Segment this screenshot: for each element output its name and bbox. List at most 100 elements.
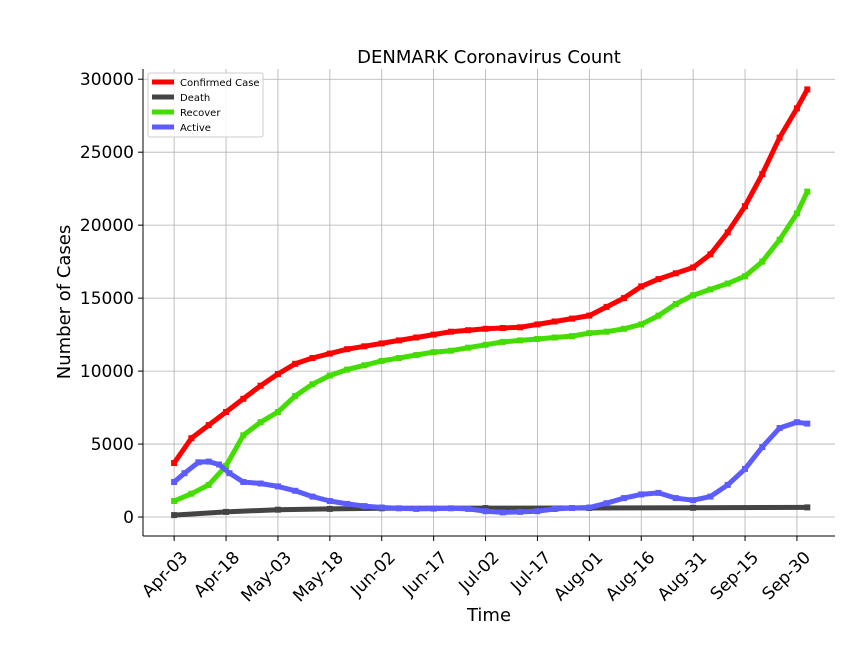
data-point — [482, 508, 489, 515]
data-point — [776, 236, 783, 243]
y-tick-label: 30000 — [80, 70, 134, 90]
data-point — [551, 318, 558, 325]
x-tick-label: Aug-31 — [654, 548, 711, 605]
data-point — [257, 480, 264, 487]
data-point — [569, 333, 575, 340]
x-tick-label: Apr-18 — [190, 548, 244, 602]
data-point — [672, 495, 679, 502]
data-point — [690, 497, 697, 504]
data-point — [638, 491, 645, 498]
series-line-recover — [171, 189, 810, 504]
data-point — [274, 409, 281, 415]
data-point — [534, 508, 541, 515]
x-tick-label: May-03 — [238, 548, 296, 606]
data-point — [603, 500, 610, 507]
data-point — [430, 505, 437, 512]
data-point — [447, 328, 454, 335]
x-tick-label: Aug-01 — [550, 548, 607, 605]
data-point — [378, 504, 385, 511]
data-point — [690, 292, 697, 299]
data-point — [569, 505, 575, 511]
data-point — [257, 382, 264, 389]
y-tick-label: 10000 — [80, 362, 134, 382]
data-point — [326, 350, 333, 357]
data-point — [465, 327, 472, 334]
data-point — [274, 506, 281, 513]
data-point — [603, 328, 610, 335]
data-point — [724, 481, 731, 488]
y-tick-label: 25000 — [80, 143, 134, 163]
data-point — [188, 435, 195, 442]
axes — [142, 69, 835, 537]
data-point — [517, 337, 524, 344]
data-point — [793, 210, 800, 217]
data-point — [223, 508, 229, 515]
x-tick-label: Jul-02 — [455, 548, 504, 597]
data-point — [326, 498, 333, 504]
data-point — [413, 334, 420, 341]
data-point — [309, 493, 316, 500]
data-point — [534, 336, 541, 342]
data-point — [804, 86, 811, 93]
data-point — [759, 171, 766, 178]
data-point — [655, 276, 662, 283]
legend-box — [147, 72, 264, 138]
data-point — [240, 479, 247, 485]
data-point — [707, 251, 714, 258]
data-point — [226, 470, 233, 477]
data-point — [776, 425, 783, 431]
data-point — [326, 505, 333, 512]
data-point — [292, 392, 299, 399]
data-point — [309, 381, 316, 388]
data-point — [447, 347, 454, 354]
data-point — [447, 505, 454, 512]
data-point — [171, 512, 178, 519]
data-point — [499, 338, 506, 345]
data-point — [793, 105, 800, 112]
y-tick-label: 0 — [123, 508, 134, 528]
data-point — [205, 458, 212, 465]
data-point — [361, 503, 368, 510]
legend: Confirmed Case Death Recover Active — [147, 72, 264, 138]
data-point — [620, 325, 627, 332]
data-point — [569, 315, 575, 322]
data-point — [690, 504, 697, 511]
data-point — [171, 460, 178, 466]
data-point — [620, 495, 627, 502]
data-point — [638, 321, 645, 328]
data-point — [361, 362, 368, 369]
x-axis-label: Time — [466, 605, 511, 626]
data-point — [724, 280, 731, 287]
series-layer — [171, 86, 811, 519]
data-point — [804, 504, 811, 511]
data-point — [742, 465, 748, 472]
x-tick-label: Sep-15 — [707, 548, 763, 604]
legend-label: Active — [180, 123, 211, 134]
chart-title: DENMARK Coronavirus Count — [357, 47, 621, 68]
data-point — [759, 258, 766, 265]
series-line-active — [171, 419, 810, 515]
data-point — [274, 483, 281, 490]
legend-label: Recover — [180, 108, 221, 119]
series-line-confirmed-case — [171, 86, 810, 466]
data-point — [171, 498, 178, 504]
grid-lines — [143, 69, 835, 536]
data-point — [517, 324, 524, 331]
y-tick-label: 15000 — [80, 289, 134, 309]
data-point — [223, 409, 229, 415]
x-tick-label: Jul-17 — [506, 548, 555, 597]
legend-label: Confirmed Case — [180, 78, 260, 89]
data-point — [216, 461, 223, 468]
data-point — [396, 337, 402, 344]
data-point — [413, 505, 420, 512]
data-point — [742, 203, 748, 210]
data-point — [690, 264, 697, 271]
data-point — [274, 371, 281, 377]
data-point — [344, 346, 351, 353]
data-point — [396, 505, 402, 512]
data-point — [534, 321, 541, 328]
data-point — [292, 487, 299, 494]
data-point — [551, 506, 558, 512]
data-point — [707, 286, 714, 293]
